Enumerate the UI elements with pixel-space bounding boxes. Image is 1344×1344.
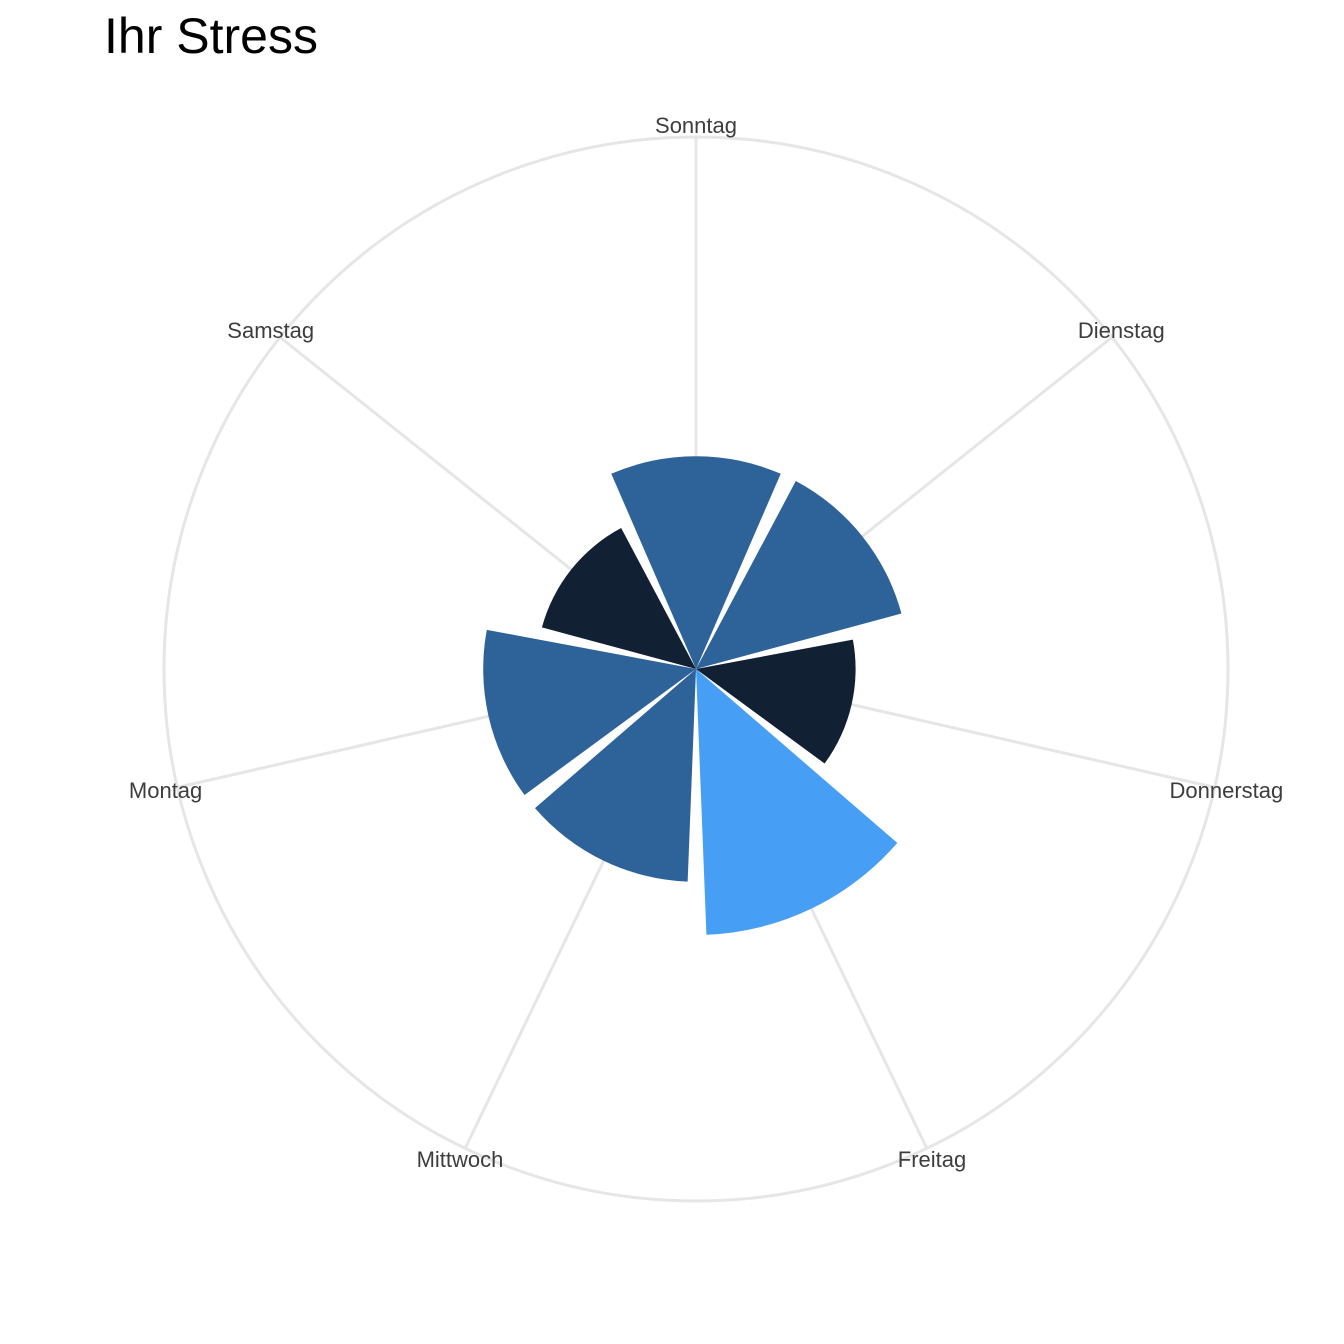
chart-title: Ihr Stress: [104, 8, 318, 64]
bars-layer: [483, 456, 902, 935]
tick-label-sonntag: Sonntag: [655, 113, 737, 138]
bar-montag: [483, 629, 696, 796]
bar-sonntag: [611, 456, 781, 669]
tick-label-montag: Montag: [129, 778, 202, 803]
bar-mittwoch: [534, 669, 696, 882]
bar-samstag: [541, 528, 696, 669]
bar-dienstag: [696, 481, 902, 669]
labels-layer: Sonntag Dienstag Donnerstag Freitag Mittwoch…: [129, 113, 1283, 1172]
tick-label-donnerstag: Donnerstag: [1170, 778, 1284, 803]
bar-freitag: [696, 669, 898, 935]
tick-label-samstag: Samstag: [227, 318, 314, 343]
tick-label-mittwoch: Mittwoch: [417, 1147, 504, 1172]
tick-label-dienstag: Dienstag: [1078, 318, 1165, 343]
bar-donnerstag: [696, 639, 856, 764]
tick-label-freitag: Freitag: [898, 1147, 966, 1172]
